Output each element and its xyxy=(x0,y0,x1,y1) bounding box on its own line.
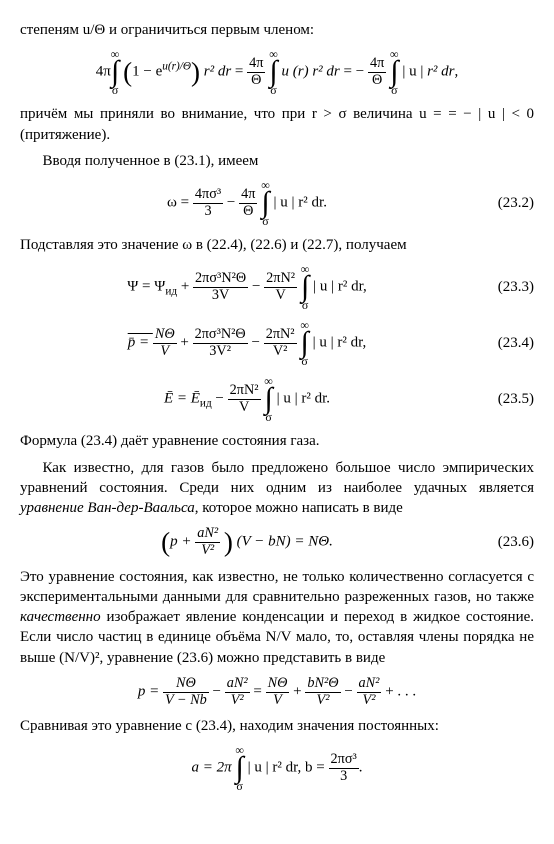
equation-23-3: Ψ = Ψид + 2πσ³N²Θ3V − 2πN²V ∞∫σ | u | r²… xyxy=(20,263,534,311)
equation-23-6: (p + aN²V² ) (V − bN) = NΘ. (23.6) xyxy=(20,526,534,558)
equation-8: a = 2π ∞∫σ | u | r² dr, b = 2πσ³3. xyxy=(20,744,534,792)
equation-23-5: Ē = Ēид − 2πN²V ∞∫σ | u | r² dr. (23.5) xyxy=(20,375,534,423)
para-4: Формула (23.4) даёт уравнение состояния … xyxy=(20,431,534,451)
para-7: Сравнивая это уравнение с (23.4), находи… xyxy=(20,716,534,736)
equation-number-23-4: (23.4) xyxy=(474,333,534,353)
equation-23-6-body: (p + aN²V² ) (V − bN) = NΘ. xyxy=(20,526,474,558)
para-5: Как известно, для газов было предложено … xyxy=(20,458,534,519)
equation-number-23-2: (23.2) xyxy=(474,193,534,213)
equation-7-body: p = NΘV − Nb − aN²V² = NΘV + bN²ΘV² − aN… xyxy=(20,676,534,708)
equation-23-3-body: Ψ = Ψид + 2πσ³N²Θ3V − 2πN²V ∞∫σ | u | r²… xyxy=(20,263,474,311)
equation-23-2: ω = 4πσ³3 − 4πΘ ∞∫σ | u | r² dr. (23.2) xyxy=(20,179,534,227)
equation-1: 4π∞∫σ (1 − eu(r)/Θ) r² dr = 4πΘ ∞∫σ u (r… xyxy=(20,48,534,96)
para-1: степеням u/Θ и ограничиться первым члено… xyxy=(20,20,534,40)
para-3: Подставляя это значение ω в (22.4), (22.… xyxy=(20,235,534,255)
equation-23-4-body: p̄ = NΘV + 2πσ³N²Θ3V² − 2πN²V² ∞∫σ | u |… xyxy=(20,319,474,367)
para-2a: причём мы приняли во внимание, что при r… xyxy=(20,104,534,145)
equation-8-body: a = 2π ∞∫σ | u | r² dr, b = 2πσ³3. xyxy=(20,744,534,792)
equation-number-23-5: (23.5) xyxy=(474,389,534,409)
equation-number-23-6: (23.6) xyxy=(474,532,534,552)
equation-1-body: 4π∞∫σ (1 − eu(r)/Θ) r² dr = 4πΘ ∞∫σ u (r… xyxy=(20,48,534,96)
para-6: Это уравнение состояния, как известно, н… xyxy=(20,567,534,668)
equation-number-23-3: (23.3) xyxy=(474,277,534,297)
equation-23-4: p̄ = NΘV + 2πσ³N²Θ3V² − 2πN²V² ∞∫σ | u |… xyxy=(20,319,534,367)
para-2b: Вводя полученное в (23.1), имеем xyxy=(20,151,534,171)
equation-23-5-body: Ē = Ēид − 2πN²V ∞∫σ | u | r² dr. xyxy=(20,375,474,423)
equation-7: p = NΘV − Nb − aN²V² = NΘV + bN²ΘV² − aN… xyxy=(20,676,534,708)
equation-23-2-body: ω = 4πσ³3 − 4πΘ ∞∫σ | u | r² dr. xyxy=(20,179,474,227)
